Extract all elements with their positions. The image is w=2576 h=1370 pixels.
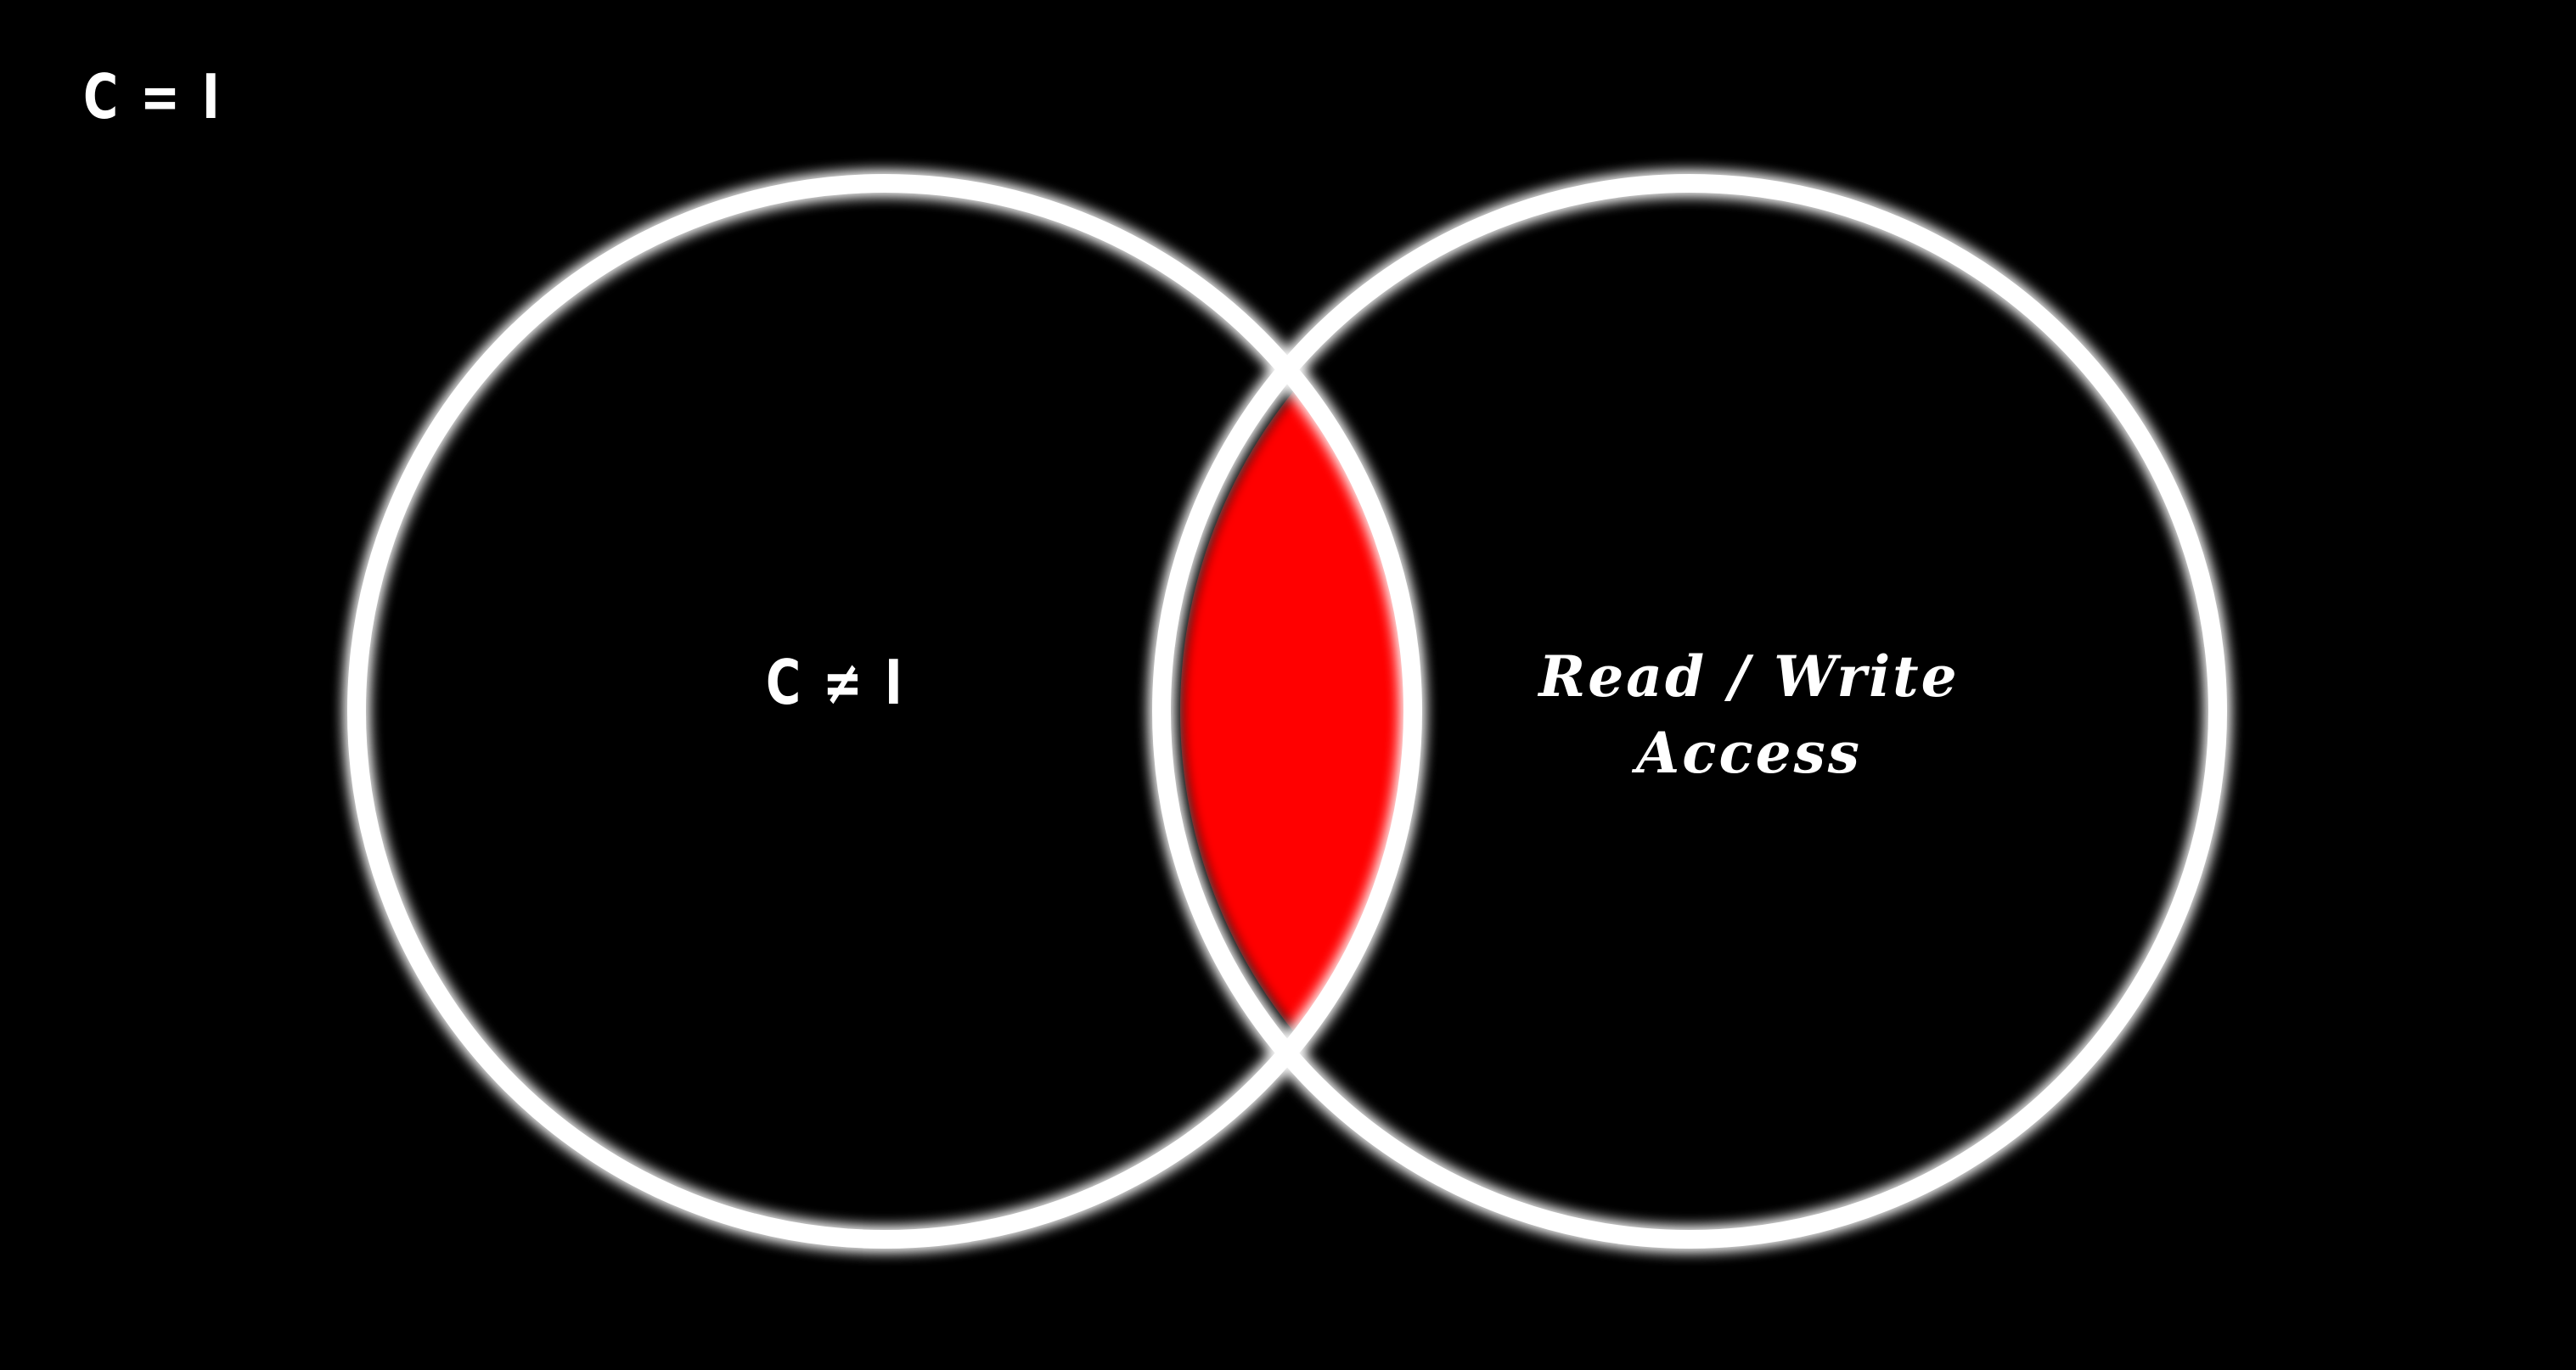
left-set-label: C ≠ I xyxy=(766,647,905,718)
right-set-label-line-2: Access xyxy=(1636,720,1862,786)
right-set-label: Read / Write Access xyxy=(1537,638,1961,791)
right-set-label-line-1: Read / Write xyxy=(1538,643,1960,710)
corner-label: C = I xyxy=(83,61,222,132)
left-set-circle xyxy=(347,174,1422,1249)
right-set-circle xyxy=(1152,174,2227,1249)
